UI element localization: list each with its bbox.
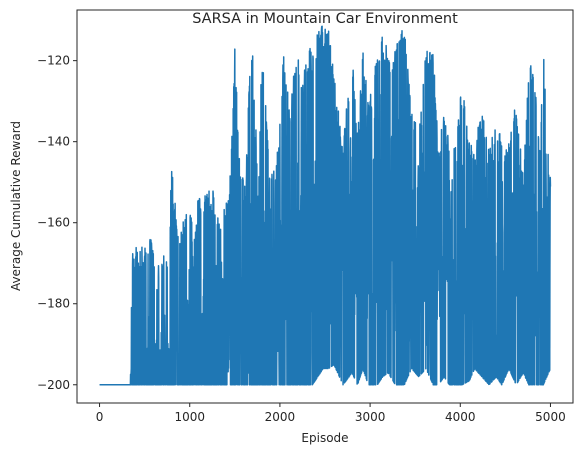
x-axis-label: Episode: [301, 431, 348, 445]
x-tick-label: 2000: [265, 410, 296, 424]
x-tick-label: 4000: [445, 410, 476, 424]
plot-area: [77, 10, 573, 403]
x-tick-label: 1000: [174, 410, 205, 424]
y-tick-label: −120: [37, 54, 70, 68]
y-tick-label: −160: [37, 216, 70, 230]
y-axis-label: Average Cumulative Reward: [9, 121, 23, 291]
y-tick-label: −180: [37, 297, 70, 311]
x-tick-label: 5000: [535, 410, 566, 424]
y-tick-label: −140: [37, 135, 70, 149]
chart-title: SARSA in Mountain Car Environment: [192, 11, 458, 27]
x-tick-label: 3000: [355, 410, 386, 424]
x-tick-label: 0: [96, 410, 104, 424]
y-tick-label: −200: [37, 378, 70, 392]
